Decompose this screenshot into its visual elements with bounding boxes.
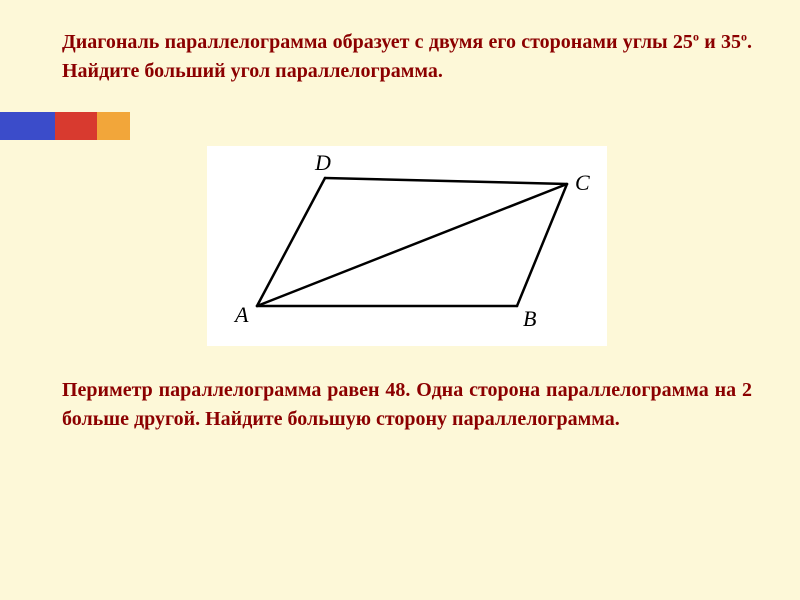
problem-2-text: Периметр параллелограмма равен 48. Одна …	[62, 376, 752, 434]
parallelogram-figure: A B C D	[207, 146, 607, 346]
vertex-label-C: C	[575, 170, 590, 196]
accent-red-segment	[55, 112, 97, 140]
problem-1-text: Диагональ параллелограмма образует с дву…	[62, 28, 752, 86]
accent-blue-segment	[0, 112, 55, 140]
vertex-label-A: A	[235, 302, 248, 328]
vertex-label-D: D	[315, 150, 331, 176]
parallelogram-svg	[207, 146, 607, 346]
accent-orange-segment	[97, 112, 130, 140]
slide-content: Диагональ параллелограмма образует с дву…	[0, 0, 800, 462]
accent-bar	[0, 112, 130, 140]
vertex-label-B: B	[523, 306, 536, 332]
